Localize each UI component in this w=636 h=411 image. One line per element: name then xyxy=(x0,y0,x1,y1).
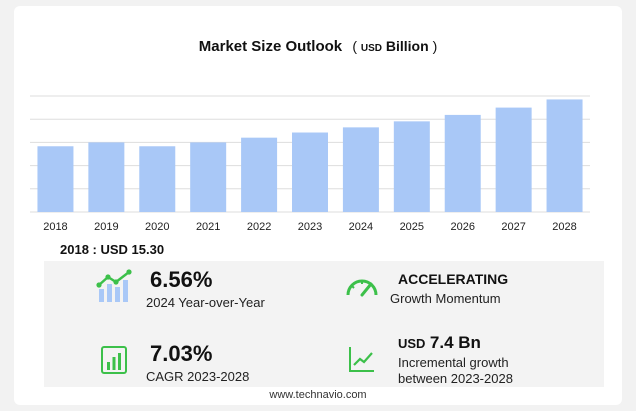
incremental-value: USD 7.4 Bn xyxy=(398,333,481,353)
unit-close: ) xyxy=(432,38,438,54)
incremental-currency: USD xyxy=(398,336,426,351)
bar-2021 xyxy=(190,142,227,212)
line-chart-icon xyxy=(349,347,374,372)
stats-panel: 6.56% 2024 Year-over-Year ACCELERATING G… xyxy=(44,261,604,387)
x-tick-label: 2025 xyxy=(400,221,424,233)
x-tick-label: 2024 xyxy=(349,221,373,233)
growth-chart-icon xyxy=(96,269,132,302)
bar-2028 xyxy=(546,99,583,212)
bar-2024 xyxy=(342,127,379,212)
x-tick-label: 2020 xyxy=(145,221,169,233)
unit-scale: Billion xyxy=(385,38,429,54)
title-text: Market Size Outlook xyxy=(198,38,343,55)
momentum-label: Growth Momentum xyxy=(390,291,501,306)
footer-source: www.technavio.com xyxy=(269,389,367,401)
x-tick-label: 2018 xyxy=(43,221,67,233)
bar-2018 xyxy=(37,146,74,212)
incremental-amount: 7.4 Bn xyxy=(429,333,481,352)
bar-chart: 2018 2019 2020 2021 2022 2023 2024 2025 2026 2027… xyxy=(30,95,590,233)
x-tick-label: 2026 xyxy=(450,221,474,233)
incremental-label-2: between 2023-2028 xyxy=(398,371,513,386)
base-year-label: 2018 : USD 15.30 xyxy=(60,242,165,257)
bar-2027 xyxy=(495,107,532,212)
cagr-label: CAGR 2023-2028 xyxy=(146,369,250,384)
chart-title: Market Size Outlook ( USD Billion ) xyxy=(0,38,636,55)
yoy-value: 6.56% xyxy=(150,267,213,292)
bar-2020 xyxy=(139,146,176,212)
bar-2023 xyxy=(292,132,328,212)
x-tick-label: 2023 xyxy=(298,221,322,233)
bar-chart-icon xyxy=(101,346,127,374)
bar-2026 xyxy=(444,114,481,212)
bar-2022 xyxy=(241,137,278,212)
x-tick-label: 2021 xyxy=(196,221,220,233)
unit-open: ( xyxy=(352,38,357,54)
x-tick-label: 2022 xyxy=(247,221,271,233)
bar-2025 xyxy=(393,121,430,212)
x-tick-label: 2027 xyxy=(501,221,525,233)
incremental-label-1: Incremental growth xyxy=(398,355,509,370)
unit-currency: USD xyxy=(360,43,382,54)
unit-label: ( USD Billion ) xyxy=(352,38,437,54)
yoy-label: 2024 Year-over-Year xyxy=(146,295,265,310)
x-tick-label: 2028 xyxy=(552,221,576,233)
bar-2019 xyxy=(88,142,125,212)
momentum-value: ACCELERATING xyxy=(398,271,509,287)
cagr-value: 7.03% xyxy=(150,341,213,366)
gauge-icon xyxy=(346,279,378,297)
x-tick-label: 2019 xyxy=(94,221,118,233)
